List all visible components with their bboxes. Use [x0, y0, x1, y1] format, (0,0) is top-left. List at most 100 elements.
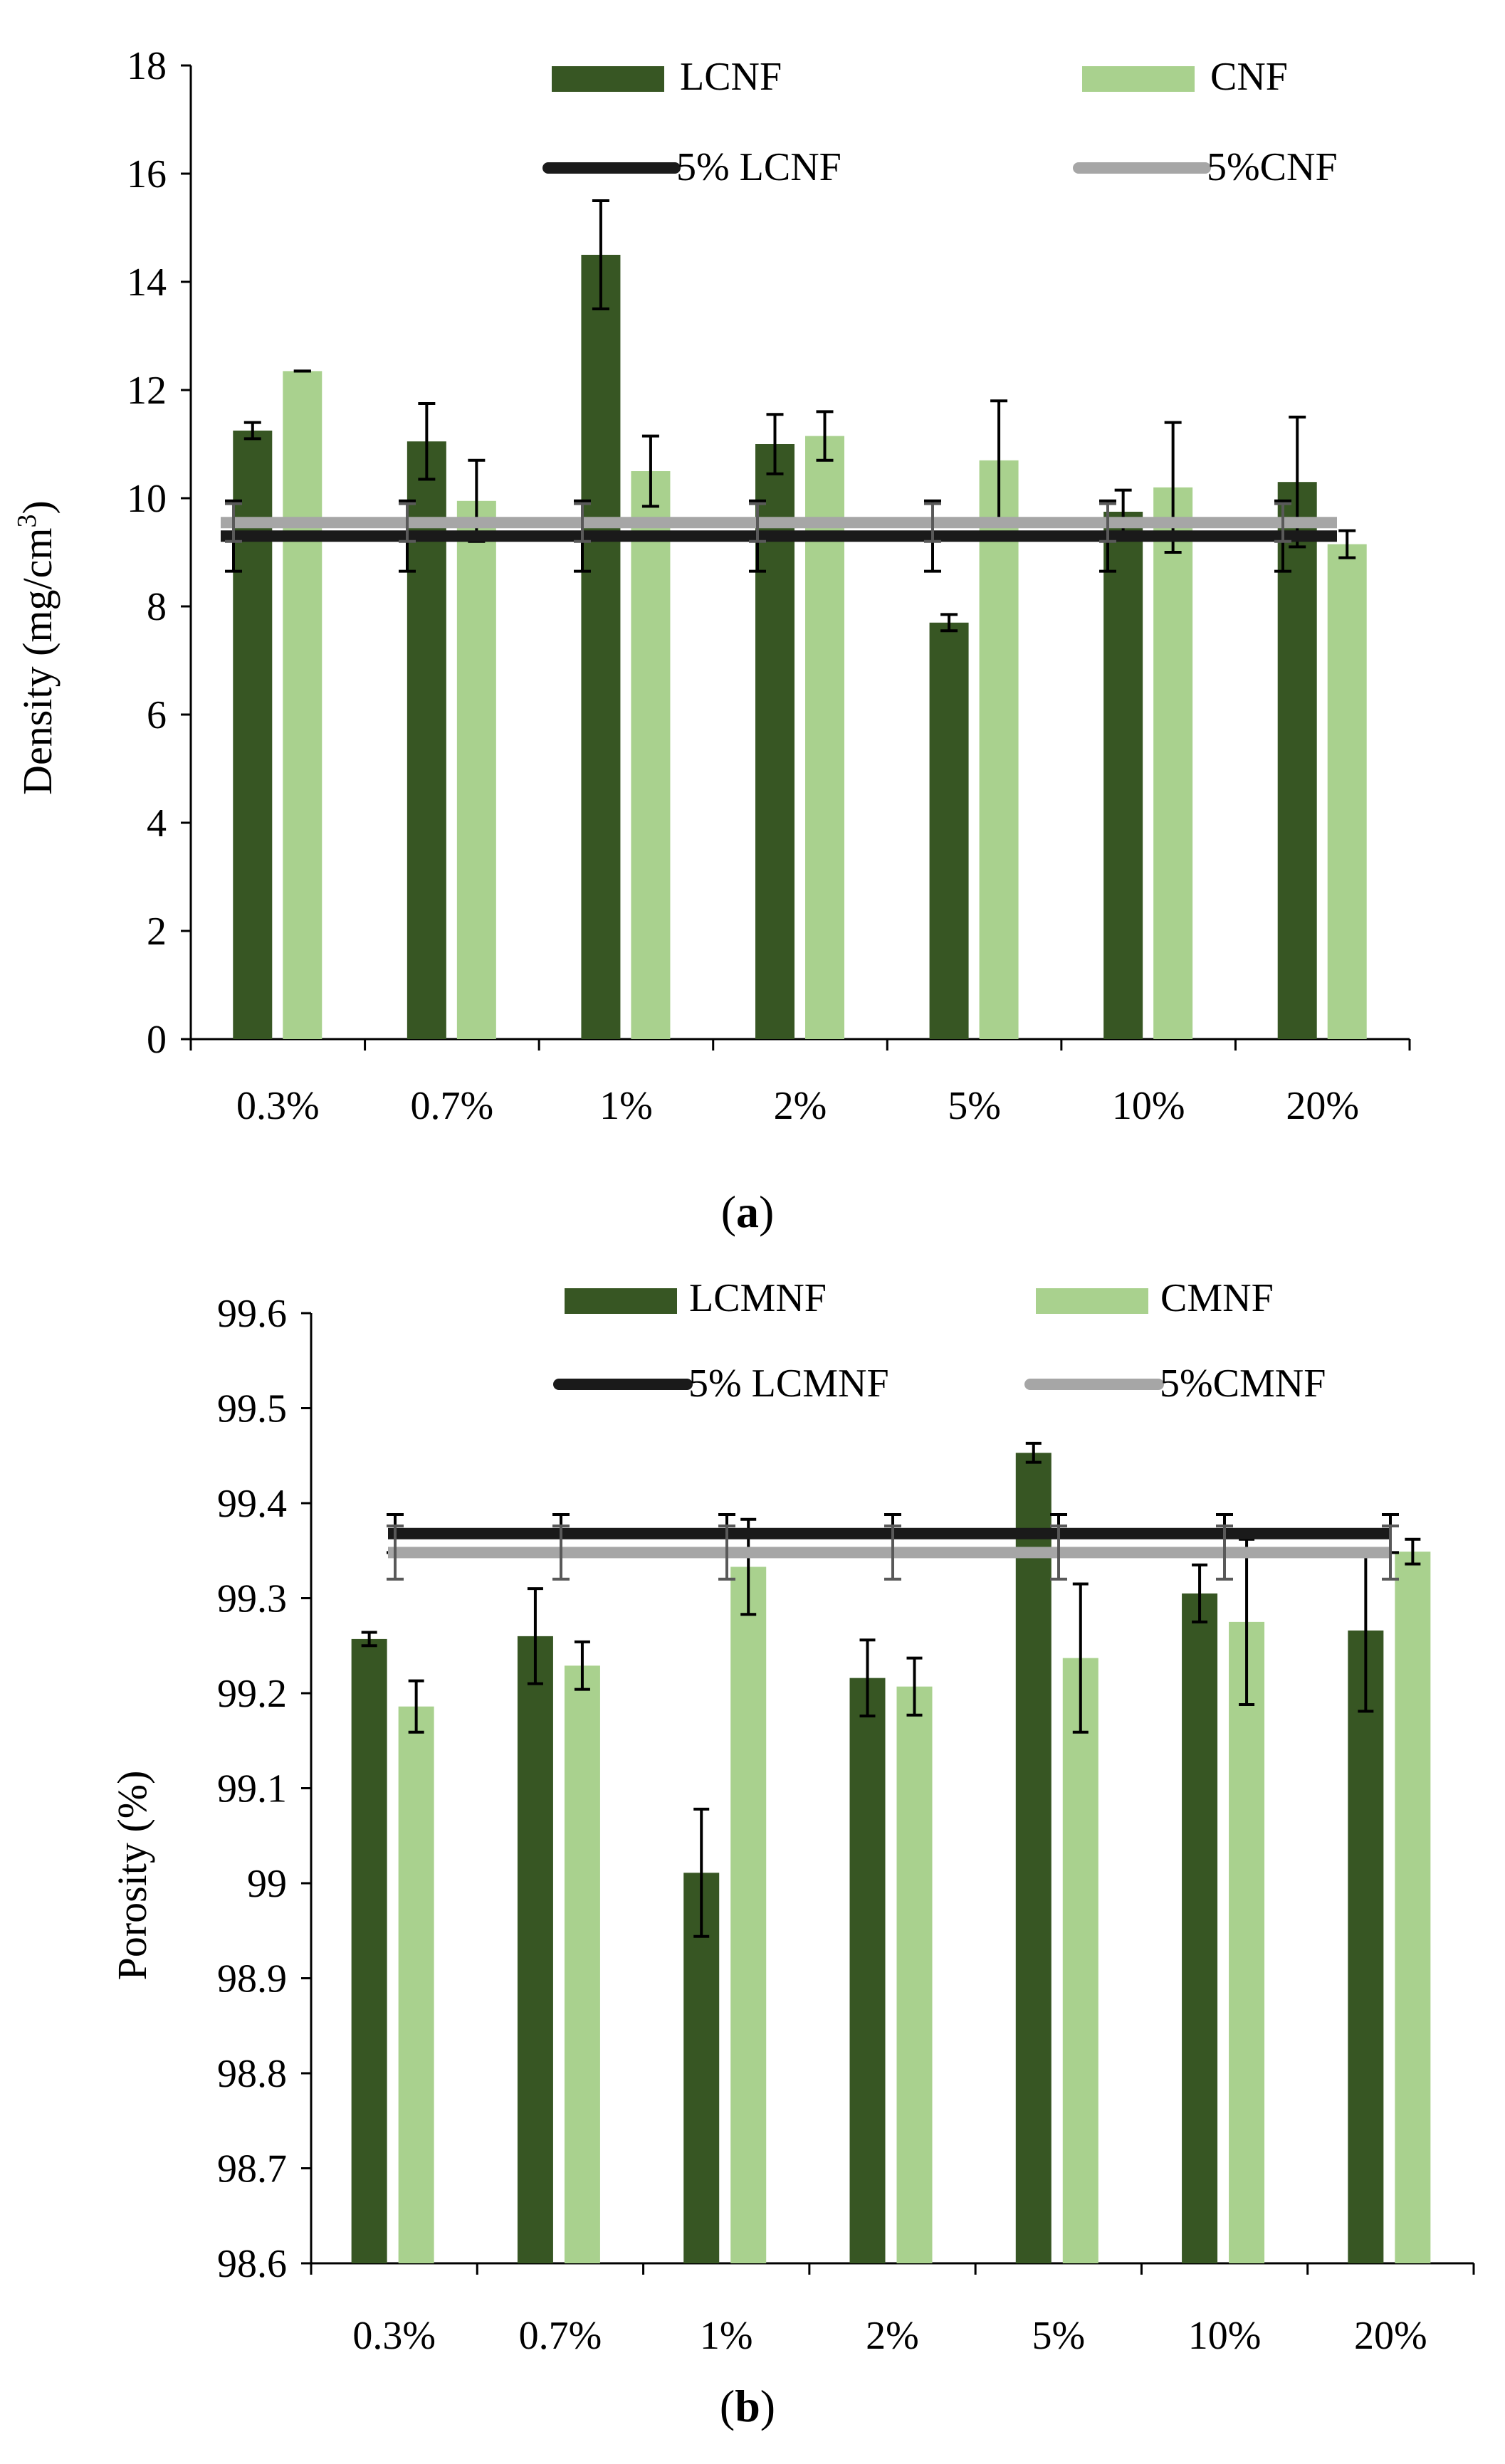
y-tick-label: 99.1 [217, 1767, 287, 1811]
error-bar-lcnf-2 [766, 413, 784, 475]
x-tick-label-0-3: 0.3% [236, 1084, 320, 1128]
error-bar-lcmnf-0-3 [361, 1631, 377, 1648]
error-bar-cmnf-0-3 [408, 1679, 424, 1734]
x-tick-label-0-7: 0.7% [411, 1084, 494, 1128]
error-bar-lcnf-5 [940, 613, 958, 633]
x-tick-label-5: 5% [948, 1084, 1001, 1128]
legend-swatch-cmnf [1036, 1288, 1148, 1314]
reference-line-5-cmnf [387, 1525, 1399, 1581]
error-bar-lcmnf-5 [1025, 1441, 1042, 1464]
y-tick-label: 99.6 [217, 1292, 287, 1336]
bar-lcmnf-2 [849, 1678, 886, 2263]
y-tick-label: 16 [127, 152, 167, 196]
legend: LCMNF CMNF 5% LCMNF 5%CMNF [553, 1276, 1326, 1406]
bar-cnf-20 [1327, 544, 1367, 1039]
reference-error-bar [225, 502, 242, 543]
legend-label-lcnf: LCNF [680, 55, 782, 99]
bar-lcnf-2 [755, 444, 795, 1039]
error-bar-lcnf-0-3 [243, 421, 261, 441]
y-tick-label: 99.3 [217, 1577, 287, 1621]
bar-lcmnf-1 [683, 1873, 720, 2263]
bar-cmnf-0-3 [398, 1706, 434, 2263]
reference-error-bar [718, 1525, 735, 1581]
error-bar-cmnf-10 [1239, 1537, 1255, 1707]
bar-cmnf-20 [1395, 1552, 1431, 2263]
x-tick-label-10: 10% [1112, 1084, 1185, 1128]
bar-lcmnf-20 [1348, 1630, 1384, 2263]
reference-error-bar [884, 1525, 901, 1581]
bar-cmnf-5 [1062, 1658, 1098, 2263]
y-tick-label: 98.9 [217, 1957, 287, 2001]
error-bar-lcnf-0-7 [418, 402, 436, 481]
x-tick-label-10: 10% [1188, 2314, 1262, 2358]
error-bar-cnf-20 [1338, 529, 1356, 559]
x-tick-label-5: 5% [1032, 2314, 1085, 2358]
bar-cnf-10 [1153, 487, 1193, 1039]
x-tick-label-20: 20% [1286, 1084, 1359, 1128]
y-tick-label: 98.8 [217, 2052, 287, 2096]
y-tick-label: 2 [147, 910, 167, 954]
reference-error-bar [1382, 1525, 1399, 1581]
y-tick-label: 99.5 [217, 1387, 287, 1431]
reference-error-bar [574, 502, 591, 543]
y-tick-label: 4 [147, 801, 167, 846]
bar-lcmnf-0-7 [517, 1636, 553, 2263]
x-tick-label-1: 1% [599, 1084, 653, 1128]
y-tick-label: 99.2 [217, 1672, 287, 1716]
error-bar-cmnf-0-7 [574, 1640, 590, 1691]
error-bar-cmnf-5 [1072, 1582, 1089, 1734]
x-tick-label-2: 2% [774, 1084, 827, 1128]
reference-error-bar [399, 502, 416, 543]
bar-lcnf-20 [1277, 482, 1317, 1039]
reference-error-bar [749, 502, 766, 543]
panel-label: (b) [720, 2381, 775, 2431]
bar-lcnf-5 [929, 622, 969, 1039]
reference-line-5-cnf [221, 502, 1337, 543]
error-bar-lcmnf-1 [693, 1807, 710, 1938]
panel-a-density-chart: Density (mg/cm3) (a) 0 2 4 6 8 10 12 14 16 18 0.3%… [12, 44, 1411, 1237]
y-tick-label: 8 [147, 585, 167, 629]
error-bar-lcnf-1 [592, 199, 609, 310]
x-tick-label-1: 1% [700, 2314, 753, 2358]
y-axis-label: Porosity (%) [109, 1771, 155, 1981]
legend-swatch-lcmnf [565, 1288, 677, 1314]
reference-error-bar [1099, 502, 1116, 543]
error-bar-cnf-1 [641, 434, 659, 508]
reference-error-bar [1216, 1525, 1233, 1581]
x-tick-label-20: 20% [1354, 2314, 1427, 2358]
y-tick-label: 10 [127, 477, 167, 521]
bar-cnf-1 [631, 471, 671, 1039]
x-tick-label-0-7: 0.7% [519, 2314, 602, 2358]
y-tick-label: 99.4 [217, 1482, 287, 1526]
legend-swatch-cnf [1082, 66, 1195, 92]
x-tick-label-0-3: 0.3% [352, 2314, 436, 2358]
bar-cmnf-10 [1229, 1621, 1265, 2263]
reference-error-bar [387, 1525, 404, 1581]
error-bar-lcmnf-2 [859, 1638, 876, 1718]
bar-cnf-0-7 [456, 500, 496, 1039]
y-tick-label: 6 [147, 693, 167, 737]
bar-lcnf-1 [581, 255, 621, 1039]
legend-label-5-lcnf: 5% LCNF [676, 145, 841, 189]
y-tick-label: 98.7 [217, 2147, 287, 2191]
bar-cnf-5 [979, 460, 1019, 1039]
legend-label-cmnf: CMNF [1160, 1276, 1274, 1320]
svg-text:Density (mg/cm3): Density (mg/cm3) [12, 500, 61, 795]
reference-error-bar [552, 1525, 570, 1581]
x-tick-label-2: 2% [866, 2314, 919, 2358]
y-tick-label: 0 [147, 1018, 167, 1062]
legend-label-cnf: CNF [1210, 55, 1288, 99]
error-bar-cmnf-2 [906, 1656, 923, 1717]
legend-label-lcmnf: LCMNF [689, 1276, 827, 1320]
y-axis-label: Density (mg/cm3) [12, 500, 61, 795]
bar-cmnf-0-7 [564, 1665, 600, 2263]
panel-b-porosity-chart: Porosity (%) (b) 98.6 98.7 98.8 98.9 99 99.1 9… [109, 1276, 1475, 2431]
legend-label-5-lcmnf: 5% LCMNF [688, 1362, 889, 1406]
y-tick-label: 14 [127, 260, 167, 305]
error-bar-lcmnf-10 [1192, 1563, 1208, 1623]
bar-cmnf-2 [896, 1686, 933, 2263]
error-bar-cmnf-20 [1405, 1537, 1421, 1566]
error-bar-cnf-2 [816, 410, 834, 462]
reference-error-bar [924, 502, 941, 543]
